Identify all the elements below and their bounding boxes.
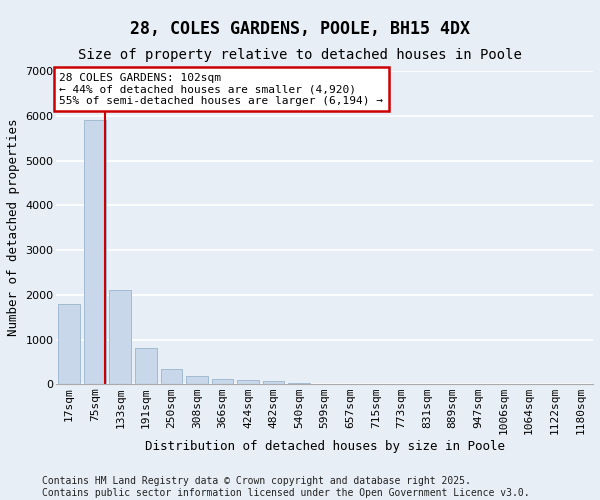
Bar	[289, 383, 310, 384]
Bar	[212, 379, 233, 384]
Bar	[237, 380, 259, 384]
Text: Size of property relative to detached houses in Poole: Size of property relative to detached ho…	[78, 48, 522, 62]
Text: 28, COLES GARDENS, POOLE, BH15 4DX: 28, COLES GARDENS, POOLE, BH15 4DX	[130, 20, 470, 38]
Text: 28 COLES GARDENS: 102sqm
← 44% of detached houses are smaller (4,920)
55% of sem: 28 COLES GARDENS: 102sqm ← 44% of detach…	[59, 72, 383, 106]
Bar	[263, 381, 284, 384]
Y-axis label: Number of detached properties: Number of detached properties	[7, 119, 20, 336]
Bar	[109, 290, 131, 384]
Bar	[161, 369, 182, 384]
Bar	[58, 304, 80, 384]
Bar	[84, 120, 106, 384]
Bar	[186, 376, 208, 384]
X-axis label: Distribution of detached houses by size in Poole: Distribution of detached houses by size …	[145, 440, 505, 453]
Text: Contains HM Land Registry data © Crown copyright and database right 2025.
Contai: Contains HM Land Registry data © Crown c…	[42, 476, 530, 498]
Bar	[135, 348, 157, 385]
